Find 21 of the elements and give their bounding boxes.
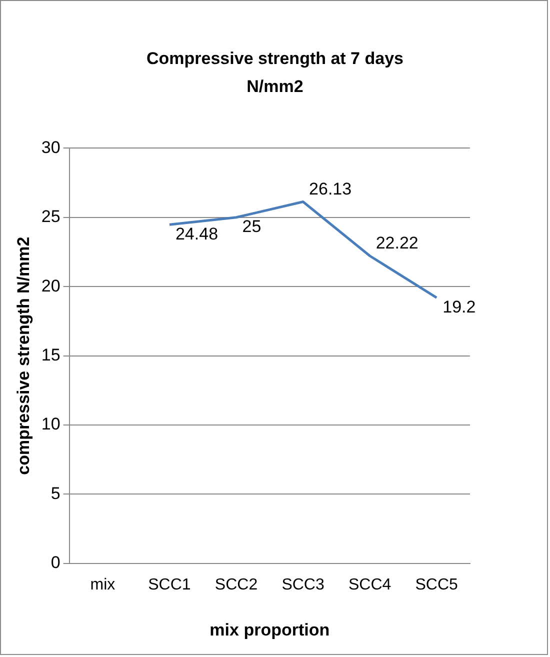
x-tick-label: SCC1 xyxy=(148,576,191,594)
x-axis-title: mix proportion xyxy=(210,620,330,640)
chart-title: Compressive strength at 7 days N/mm2 xyxy=(146,48,404,98)
x-tick-label: SCC4 xyxy=(348,576,392,594)
y-tick-label: 0 xyxy=(50,553,60,572)
data-label: 26.13 xyxy=(309,179,352,198)
x-tick-label: SCC2 xyxy=(214,576,258,594)
y-axis-title: compressive strength N/mm2 xyxy=(14,236,33,475)
y-tick-label: 30 xyxy=(41,138,60,157)
x-tick-label: mix xyxy=(90,576,116,594)
data-label: 25 xyxy=(242,217,262,236)
y-tick-label: 25 xyxy=(41,207,60,226)
x-tick-label: SCC5 xyxy=(415,576,458,594)
y-tick-label: 20 xyxy=(41,276,60,296)
y-tick-label: 5 xyxy=(50,484,60,503)
y-tick-label: 10 xyxy=(41,414,60,434)
data-label: 24.48 xyxy=(175,224,218,244)
x-tick-label: SCC3 xyxy=(282,576,324,594)
y-tick-label: 15 xyxy=(41,345,60,364)
data-label: 19.2 xyxy=(442,297,476,316)
data-label: 22.22 xyxy=(376,234,418,253)
